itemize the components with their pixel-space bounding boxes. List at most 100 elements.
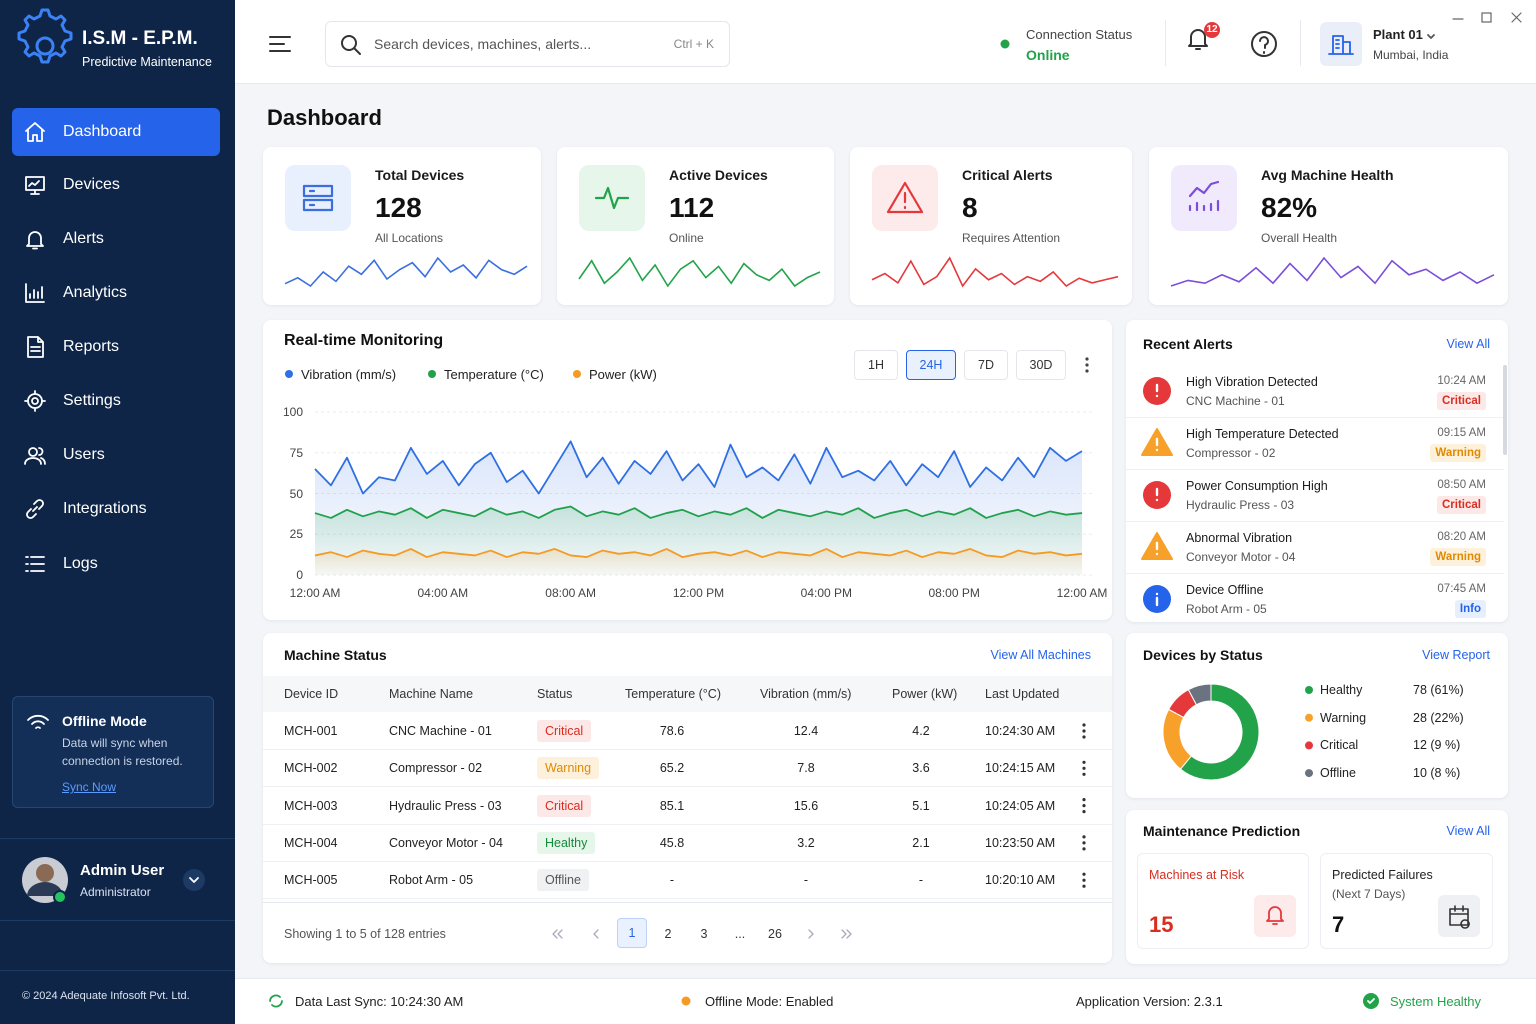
row-divider (263, 786, 1112, 788)
range-button[interactable]: 7D (964, 350, 1008, 380)
nav-label[interactable]: Logs (63, 555, 98, 572)
status-badge: Offline (537, 869, 589, 892)
nav-label[interactable]: Alerts (63, 230, 104, 247)
alert-device: Hydraulic Press - 03 (1186, 498, 1295, 512)
card (1126, 810, 1508, 964)
table-cell: 4.2 (912, 724, 930, 738)
table-cell: 10:24:30 AM (985, 724, 1056, 738)
nav-label[interactable]: Analytics (63, 284, 128, 301)
plant-icon-box[interactable] (1320, 22, 1362, 66)
table-cell: 12.4 (793, 724, 819, 738)
kpi-sub: All Locations (375, 231, 444, 245)
column-header: Last Updated (985, 687, 1060, 701)
view-report-link[interactable]: View Report (1422, 648, 1490, 662)
table-cell: - (918, 873, 924, 888)
kpi-icon-box (1171, 165, 1237, 231)
nav-label[interactable]: Integrations (63, 500, 147, 517)
column-header: Machine Name (389, 687, 474, 701)
copyright: © 2024 Adequate Infosoft Pvt. Ltd. (22, 990, 190, 1002)
table-cell: Conveyor Motor - 04 (389, 835, 503, 850)
offline-status: Offline Mode: Enabled (705, 994, 834, 1009)
nav-item[interactable] (12, 108, 220, 156)
plant-location: Mumbai, India (1373, 48, 1449, 62)
brand-subtitle: Predictive Maintenance (82, 55, 212, 69)
nav-label[interactable]: Devices (63, 176, 120, 193)
search-placeholder[interactable]: Search devices, machines, alerts... (374, 36, 592, 52)
view-all-link[interactable]: View All (1446, 824, 1490, 838)
legend-label: Power (kW) (589, 367, 657, 382)
alert-badge: Warning (1430, 548, 1486, 566)
inner-box (1137, 853, 1309, 949)
inner-box (1320, 853, 1493, 949)
table-cell: 3.2 (797, 835, 815, 850)
range-button[interactable]: 30D (1016, 350, 1066, 380)
nav-item[interactable] (12, 215, 220, 263)
chart-title: Real-time Monitoring (284, 332, 444, 349)
view-all-link[interactable]: View All Machines (990, 648, 1091, 662)
y-tick-label: 100 (282, 405, 303, 419)
x-tick-label: 04:00 PM (800, 586, 853, 600)
app-version: Application Version: 2.3.1 (1076, 994, 1223, 1009)
row-divider (263, 749, 1112, 750)
failures-label: Predicted Failures (1332, 868, 1433, 882)
table-cell: 7.8 (797, 761, 815, 776)
sync-status: Data Last Sync: 10:24:30 AM (295, 994, 464, 1009)
legend-label: Offline (1320, 766, 1356, 781)
sync-link[interactable]: Sync Now (62, 780, 117, 794)
table-cell: 15.6 (793, 798, 819, 813)
nav-label[interactable]: Settings (63, 392, 121, 409)
page-button[interactable]: 1 (617, 918, 647, 948)
range-button[interactable]: 1H (854, 350, 898, 380)
divider (0, 838, 235, 839)
table-header (263, 676, 1112, 712)
kpi-sub: Overall Health (1261, 231, 1338, 245)
table-cell: Robot Arm - 05 (389, 873, 474, 888)
row-divider (263, 823, 1112, 825)
kpi-value: 128 (375, 192, 422, 223)
divider (1126, 469, 1504, 470)
alert-title: Power Consumption High (1186, 479, 1328, 493)
page-button[interactable]: ... (734, 927, 746, 941)
plant-name[interactable]: Plant 01 (1373, 27, 1423, 42)
icon-box (1254, 895, 1296, 937)
legend-label: Temperature (°C) (444, 367, 544, 382)
view-all-link[interactable]: View All (1446, 337, 1490, 351)
page-button[interactable]: 26 (768, 927, 782, 941)
kpi-label: Total Devices (375, 167, 465, 183)
kpi-label: Avg Machine Health (1261, 167, 1394, 183)
table-cell: Compressor - 02 (389, 761, 483, 776)
table-cell: 45.8 (659, 835, 685, 850)
kpi-icon-box (579, 165, 645, 231)
nav-label[interactable]: Reports (63, 338, 120, 355)
system-health: System Healthy (1390, 994, 1482, 1009)
alert-device: Compressor - 02 (1186, 446, 1276, 460)
risk-value: 15 (1149, 912, 1174, 937)
status-bar (235, 978, 1536, 1024)
nav-label[interactable]: Dashboard (63, 123, 142, 140)
table-cell: 85.1 (659, 798, 685, 813)
range-button[interactable]: 24H (906, 350, 956, 380)
page-button[interactable]: 3 (700, 927, 708, 941)
offline-title: Offline Mode (62, 713, 147, 729)
search-box[interactable] (325, 21, 730, 67)
page-button[interactable]: 2 (664, 927, 672, 941)
kpi-icon-box (285, 165, 351, 231)
table-cell: MCH-005 (284, 873, 338, 888)
alert-device: CNC Machine - 01 (1186, 394, 1285, 408)
nav-label[interactable]: Users (63, 446, 105, 463)
table-cell: 10:24:15 AM (985, 761, 1056, 776)
offline-text: Data will sync when connection is restor… (62, 736, 183, 768)
table-cell: 78.6 (659, 724, 685, 738)
user-role: Administrator (80, 885, 151, 899)
nav-item[interactable] (12, 431, 220, 479)
y-tick-label: 50 (289, 486, 303, 501)
status-badge: Critical (537, 794, 592, 817)
divider (1126, 417, 1504, 418)
table-footer: Showing 1 to 5 of 128 entries (284, 927, 446, 941)
row-divider (263, 860, 1112, 862)
alert-badge: Critical (1437, 496, 1486, 514)
nav-item[interactable] (12, 540, 220, 588)
divider (0, 970, 235, 971)
table-cell: 3.6 (912, 761, 930, 776)
connection-value: Online (1026, 47, 1070, 63)
